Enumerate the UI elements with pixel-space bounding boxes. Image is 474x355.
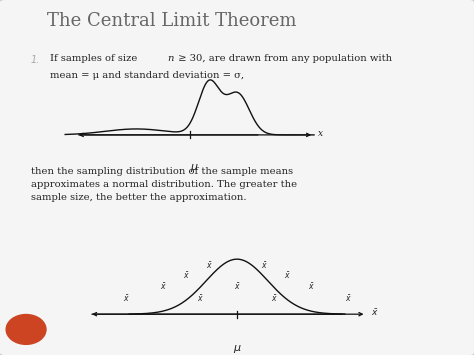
Text: 12: 12: [19, 324, 33, 334]
Text: 1.: 1.: [31, 55, 40, 65]
Text: $\bar{x}$: $\bar{x}$: [123, 294, 129, 304]
Text: $\bar{x}$: $\bar{x}$: [261, 261, 268, 271]
Text: The Central Limit Theorem: The Central Limit Theorem: [47, 12, 297, 31]
Text: $\bar{x}$: $\bar{x}$: [271, 294, 277, 304]
Text: $\bar{x}$: $\bar{x}$: [345, 294, 351, 304]
Text: $\bar{x}$: $\bar{x}$: [197, 294, 203, 304]
Text: If samples of size: If samples of size: [50, 54, 140, 63]
Text: n: n: [168, 54, 174, 63]
Text: then the sampling distribution of the sample means
approximates a normal distrib: then the sampling distribution of the sa…: [31, 167, 297, 202]
Text: x: x: [318, 129, 323, 138]
Text: $\bar{x}$: $\bar{x}$: [371, 307, 379, 318]
Text: $\bar{x}$: $\bar{x}$: [308, 281, 314, 292]
Text: $\bar{x}$: $\bar{x}$: [160, 281, 166, 292]
Text: mean = μ and standard deviation = σ,: mean = μ and standard deviation = σ,: [50, 71, 244, 80]
Text: ≥ 30, are drawn from any population with: ≥ 30, are drawn from any population with: [175, 54, 392, 63]
Text: $\bar{x}$: $\bar{x}$: [183, 270, 190, 281]
Text: $\mu$: $\mu$: [233, 343, 241, 355]
Text: $\bar{x}$: $\bar{x}$: [234, 281, 240, 292]
Text: $\mu$: $\mu$: [190, 162, 199, 174]
Text: $\bar{x}$: $\bar{x}$: [284, 270, 291, 281]
Text: $\bar{x}$: $\bar{x}$: [206, 261, 213, 271]
